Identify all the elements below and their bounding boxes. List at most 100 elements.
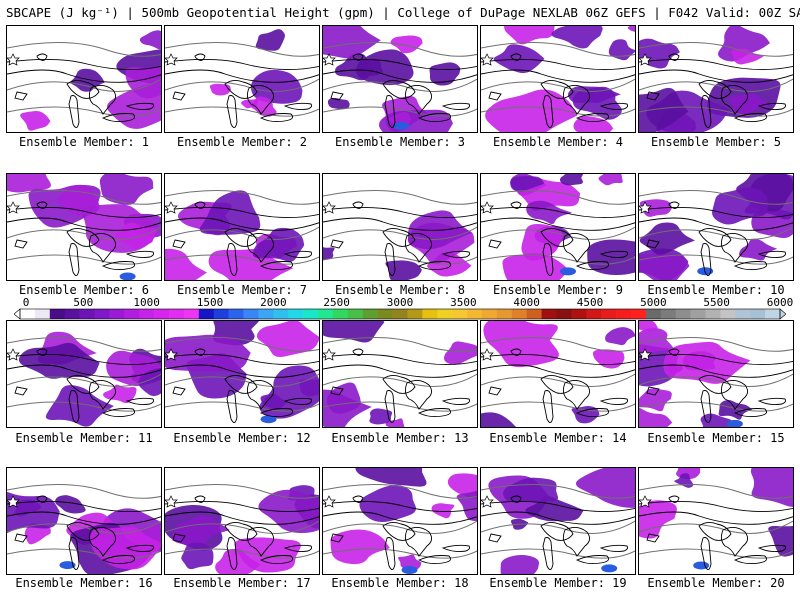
ensemble-panel: [6, 173, 162, 281]
ensemble-panel: [638, 173, 794, 281]
colorbar-swatch: [347, 309, 364, 319]
ensemble-panel: [322, 320, 478, 428]
colorbar-swatch: [630, 309, 647, 319]
colorbar-swatch: [526, 309, 542, 319]
colorbar-swatch: [377, 309, 393, 319]
colorbar-swatch: [64, 309, 80, 319]
colorbar-tick-label: 6000: [766, 296, 794, 309]
colorbar-swatch: [288, 309, 304, 319]
ensemble-member-label: Ensemble Member: 9: [492, 283, 624, 297]
colorbar-tick-label: 5500: [703, 296, 730, 309]
colorbar-swatch: [94, 309, 110, 319]
ensemble-member-label: Ensemble Member: 2: [176, 135, 308, 149]
colorbar-swatch: [183, 309, 200, 319]
ensemble-panel: [480, 173, 636, 281]
colorbar-swatch: [496, 309, 513, 319]
ensemble-member-label: Ensemble Member: 17: [173, 576, 311, 590]
colorbar-tick-label: 500: [73, 296, 94, 309]
ensemble-panel: [322, 467, 478, 575]
colorbar-swatch: [34, 309, 51, 319]
colorbar-swatch: [79, 309, 95, 319]
colorbar-tick-label: 5000: [640, 296, 667, 309]
colorbar-swatch: [720, 309, 736, 319]
colorbar-swatch: [243, 309, 259, 319]
colorbar-tick-label: 3500: [450, 296, 477, 309]
colorbar-swatch: [437, 309, 453, 319]
colorbar-swatch: [601, 309, 617, 319]
ensemble-panel: [638, 25, 794, 133]
ensemble-member-label: Ensemble Member: 3: [334, 135, 466, 149]
ensemble-member-label: Ensemble Member: 7: [176, 283, 308, 297]
colorbar-swatch: [318, 309, 334, 319]
colorbar-swatch: [735, 309, 751, 319]
ensemble-panel: [6, 320, 162, 428]
colorbar-swatch: [750, 309, 766, 319]
colorbar-swatch: [571, 309, 587, 319]
ensemble-panel: [164, 467, 320, 575]
colorbar-swatch: [228, 309, 244, 319]
ensemble-panel: [322, 173, 478, 281]
colorbar-tick-label: 1500: [196, 296, 224, 309]
colorbar-swatch: [511, 309, 527, 319]
figure-title: SBCAPE (J kg⁻¹) | 500mb Geopotential Hei…: [6, 5, 800, 20]
colorbar-swatch: [616, 309, 632, 319]
colorbar-swatch: [452, 309, 468, 319]
colorbar-swatch: [422, 309, 438, 319]
ensemble-member-label: Ensemble Member: 4: [492, 135, 624, 149]
colorbar-swatch: [258, 309, 274, 319]
colorbar-swatch: [407, 309, 423, 319]
colorbar-swatch: [392, 309, 408, 319]
ensemble-member-label: Ensemble Member: 8: [334, 283, 466, 297]
colorbar-swatch: [154, 309, 170, 319]
colorbar-tick-label: 2000: [260, 296, 287, 309]
colorbar-swatch: [20, 309, 36, 319]
ensemble-member-label: Ensemble Member: 5: [650, 135, 782, 149]
ensemble-member-label: Ensemble Member: 12: [173, 431, 311, 445]
colorbar-swatch: [660, 309, 676, 319]
ensemble-member-label: Ensemble Member: 1: [18, 135, 150, 149]
colorbar-tick-label: 1000: [133, 296, 160, 309]
ensemble-member-label: Ensemble Member: 18: [331, 576, 469, 590]
colorbar-swatch: [303, 309, 319, 319]
ensemble-member-label: Ensemble Member: 19: [489, 576, 627, 590]
colorbar-swatch: [481, 309, 498, 319]
colorbar-tick-label: 2500: [323, 296, 350, 309]
colorbar-tick-label: 4000: [513, 296, 540, 309]
colorbar-swatch: [645, 309, 662, 319]
ensemble-member-label: Ensemble Member: 14: [489, 431, 627, 445]
colorbar-swatch: [705, 309, 721, 319]
colorbar-swatch: [675, 309, 691, 319]
ensemble-panel: [480, 320, 636, 428]
colorbar-swatch: [273, 309, 289, 319]
ensemble-member-label: Ensemble Member: 13: [331, 431, 469, 445]
colorbar: [14, 308, 786, 320]
ensemble-panel: [480, 25, 636, 133]
ensemble-panel: [480, 467, 636, 575]
colorbar-swatch: [124, 309, 140, 319]
ensemble-member-label: Ensemble Member: 10: [647, 283, 785, 297]
ensemble-panel: [164, 25, 320, 133]
ensemble-member-label: Ensemble Member: 15: [647, 431, 785, 445]
ensemble-member-label: Ensemble Member: 20: [647, 576, 785, 590]
colorbar-tick-label: 4500: [576, 296, 604, 309]
colorbar-swatch: [169, 309, 185, 319]
colorbar-swatch: [198, 309, 215, 319]
ensemble-panel: [164, 320, 320, 428]
ensemble-member-label: Ensemble Member: 6: [18, 283, 150, 297]
ensemble-panel: [6, 467, 162, 575]
ensemble-panel: [638, 467, 794, 575]
colorbar-swatch: [49, 309, 66, 319]
colorbar-swatch: [139, 309, 155, 319]
colorbar-swatch: [765, 309, 781, 319]
ensemble-panel: [638, 320, 794, 428]
colorbar-swatch: [213, 309, 229, 319]
ensemble-member-label: Ensemble Member: 11: [15, 431, 153, 445]
colorbar-swatch: [556, 309, 572, 319]
colorbar-swatch: [362, 309, 378, 319]
colorbar-tick-label: 0: [22, 296, 30, 309]
colorbar-swatch: [586, 309, 602, 319]
colorbar-tick-label: 3000: [386, 296, 414, 309]
colorbar-swatch: [109, 309, 125, 319]
ensemble-member-label: Ensemble Member: 16: [15, 576, 153, 590]
ensemble-panel: [6, 25, 162, 133]
